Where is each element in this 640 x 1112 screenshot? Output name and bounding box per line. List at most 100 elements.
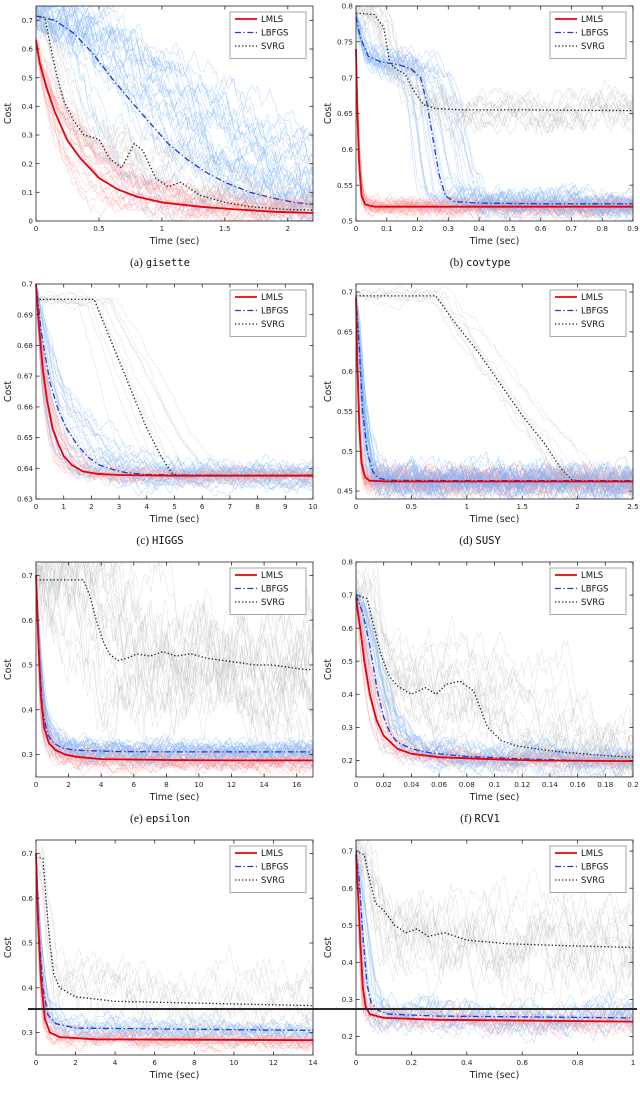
svg-text:0.4: 0.4 xyxy=(22,983,34,992)
caption-dataset: HIGGS xyxy=(152,535,184,547)
svg-text:12: 12 xyxy=(269,1058,278,1067)
svg-text:0.6: 0.6 xyxy=(342,145,354,154)
legend-label: LMLS xyxy=(581,293,603,303)
svg-text:1.5: 1.5 xyxy=(219,224,230,233)
svg-text:1: 1 xyxy=(160,224,165,233)
xaxis-label: Time (sec) xyxy=(469,1070,520,1081)
caption-susy: (d) SUSY xyxy=(320,530,640,547)
svg-text:4: 4 xyxy=(99,780,104,789)
svg-text:0: 0 xyxy=(28,217,33,226)
caption-bottom-right xyxy=(320,1086,640,1091)
svg-text:0.4: 0.4 xyxy=(473,224,485,233)
lbfgs-mean-line xyxy=(355,16,633,205)
legend: LMLS LBFGS SVRG xyxy=(549,289,627,337)
caption-index: (d) xyxy=(459,535,473,547)
svg-text:0.55: 0.55 xyxy=(337,181,353,190)
chart-higgs: 0 1 2 3 4 5 6 7 8 9 10 0.63 0.64 0.65 0.66 0.67 0.68 0.69… xyxy=(0,278,320,530)
yaxis-label: Cost xyxy=(323,103,334,124)
svg-text:0.4: 0.4 xyxy=(461,1058,473,1067)
svg-text:0.5: 0.5 xyxy=(22,73,33,82)
svg-text:9: 9 xyxy=(283,502,288,511)
svg-text:0.2: 0.2 xyxy=(22,159,33,168)
svg-text:0.8: 0.8 xyxy=(342,558,354,567)
panel-bottom-left: 0 2 4 6 8 10 12 14 0.3 0.4 0.5 0.6 0.7 Time (sec) Cost… xyxy=(0,834,320,1112)
caption-index: (c) xyxy=(136,535,150,547)
legend-label: SVRG xyxy=(261,876,285,886)
svg-text:0.2: 0.2 xyxy=(412,224,423,233)
chart-susy: 0 0.5 1 1.5 2 2.5 0.45 0.5 0.55 0.6 0.65 0.7 Time (s… xyxy=(320,278,640,530)
svg-text:0.4: 0.4 xyxy=(342,958,354,967)
svg-text:14: 14 xyxy=(260,780,270,789)
caption-covtype: (b) covtype xyxy=(320,252,640,269)
lbfgs-mean-line xyxy=(35,283,313,476)
svg-text:2: 2 xyxy=(286,224,291,233)
svg-text:2.5: 2.5 xyxy=(627,502,638,511)
svg-text:1: 1 xyxy=(631,1058,636,1067)
svg-text:8: 8 xyxy=(164,780,169,789)
legend-label: LBFGS xyxy=(581,307,608,317)
svg-text:6: 6 xyxy=(200,502,205,511)
legend: LMLS LBFGS SVRG xyxy=(549,11,627,59)
svg-text:0: 0 xyxy=(354,1058,359,1067)
caption-rcv1: (f) RCV1 xyxy=(320,808,640,825)
svg-text:0.6: 0.6 xyxy=(535,224,547,233)
svg-text:2: 2 xyxy=(89,502,94,511)
svg-text:7: 7 xyxy=(228,502,233,511)
svg-text:4: 4 xyxy=(145,502,150,511)
svg-text:0.3: 0.3 xyxy=(22,1028,33,1037)
legend-label: SVRG xyxy=(261,320,285,330)
svg-text:0.12: 0.12 xyxy=(514,780,530,789)
legend-label: LBFGS xyxy=(261,29,288,39)
svg-text:0.3: 0.3 xyxy=(22,131,33,140)
caption-index: (f) xyxy=(460,813,472,825)
svg-text:0.3: 0.3 xyxy=(22,750,33,759)
svg-text:0.2: 0.2 xyxy=(342,1032,353,1041)
legend: LMLS LBFGS SVRG xyxy=(549,567,627,615)
legend-label: LMLS xyxy=(581,571,603,581)
svg-text:0.7: 0.7 xyxy=(342,591,353,600)
svg-text:0.9: 0.9 xyxy=(627,224,639,233)
svg-text:0.6: 0.6 xyxy=(22,45,34,54)
svg-text:0.3: 0.3 xyxy=(443,224,454,233)
lbfgs-mean-line xyxy=(355,851,634,1019)
svg-text:0.5: 0.5 xyxy=(342,447,353,456)
svg-text:0.6: 0.6 xyxy=(22,894,34,903)
svg-text:0.6: 0.6 xyxy=(516,1058,528,1067)
caption-index: (b) xyxy=(449,257,464,269)
svg-text:0.75: 0.75 xyxy=(337,37,353,46)
lbfgs-mean-line xyxy=(355,297,633,482)
legend-label: LMLS xyxy=(261,849,283,859)
svg-text:16: 16 xyxy=(292,780,302,789)
caption-dataset: SUSY xyxy=(475,535,501,547)
svg-text:0.08: 0.08 xyxy=(459,780,475,789)
legend: LMLS LBFGS SVRG xyxy=(229,567,307,615)
svg-text:0.06: 0.06 xyxy=(431,780,447,789)
svg-text:0.2: 0.2 xyxy=(627,780,638,789)
svg-text:0.3: 0.3 xyxy=(342,723,353,732)
svrg-mean-line xyxy=(35,15,314,211)
svg-text:0.65: 0.65 xyxy=(337,327,353,336)
xaxis-label: Time (sec) xyxy=(149,514,200,525)
svg-text:0.02: 0.02 xyxy=(376,780,392,789)
chart-svg-gisette: 0 0.5 1 1.5 2 0 0.1 0.2 0.3 0.4 0.5 0.6 0.7 Time (sec… xyxy=(3,5,314,247)
svg-text:2: 2 xyxy=(66,780,71,789)
caption-bottom-left xyxy=(0,1086,320,1091)
caption-dataset: epsilon xyxy=(145,813,190,825)
legend-label: LBFGS xyxy=(261,585,288,595)
legend: LMLS LBFGS SVRG xyxy=(229,289,307,337)
yaxis-label: Cost xyxy=(3,937,14,958)
svg-text:0.68: 0.68 xyxy=(17,341,33,350)
svg-text:0.6: 0.6 xyxy=(342,367,354,376)
svg-text:0.1: 0.1 xyxy=(22,188,33,197)
svg-text:0.63: 0.63 xyxy=(17,495,33,504)
yaxis-label: Cost xyxy=(323,937,334,958)
panel-rcv1: 0 0.02 0.04 0.06 0.08 0.1 0.12 0.14 0.16 0.18 0.2 0… xyxy=(320,556,640,834)
svg-text:0.67: 0.67 xyxy=(17,372,33,381)
svg-text:0.1: 0.1 xyxy=(381,224,392,233)
chart-svg-covtype: 0 0.1 0.2 0.3 0.4 0.5 0.6 0.7 0.8 0.9 0.5 0.55 0.6 0.… xyxy=(323,2,639,247)
svg-text:0.7: 0.7 xyxy=(22,16,33,25)
svg-text:0.3: 0.3 xyxy=(342,995,353,1004)
svrg-mean-line xyxy=(355,594,634,758)
legend-label: SVRG xyxy=(581,876,605,886)
svg-text:0.8: 0.8 xyxy=(596,224,608,233)
